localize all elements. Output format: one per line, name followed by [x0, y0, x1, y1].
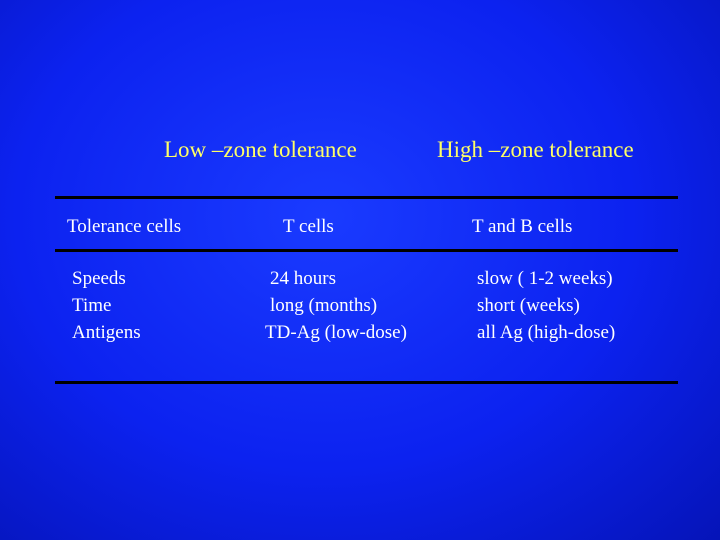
- cell: T cells: [283, 216, 334, 237]
- cell: long (months): [270, 295, 378, 316]
- rule: [55, 249, 678, 252]
- cell: T and B cells: [472, 216, 573, 237]
- row-label: Time: [72, 295, 112, 316]
- row-label: Tolerance cells: [67, 216, 182, 237]
- cell: slow ( 1-2 weeks): [477, 268, 613, 289]
- cell: all Ag (high-dose): [477, 322, 616, 343]
- row-label: Speeds: [72, 268, 126, 289]
- rule: [55, 196, 678, 199]
- row-label: Antigens: [72, 322, 141, 343]
- cell: 24 hours: [270, 268, 336, 289]
- rule: [55, 381, 678, 384]
- column-header: High –zone tolerance: [437, 137, 634, 162]
- cell: short (weeks): [477, 295, 580, 316]
- cell: TD-Ag (low-dose): [265, 322, 407, 343]
- column-header: Low –zone tolerance: [164, 137, 357, 162]
